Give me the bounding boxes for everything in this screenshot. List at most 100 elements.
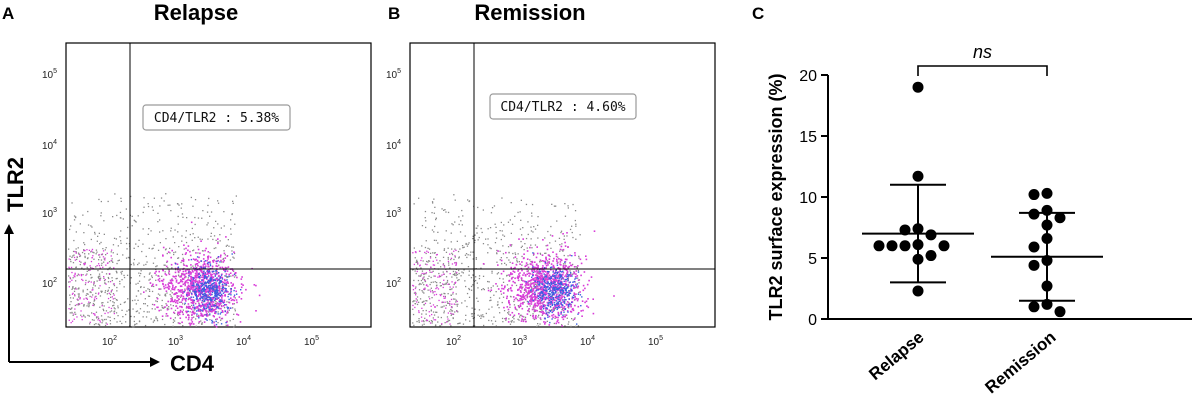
flow-event-dot [561,293,564,295]
flow-event-dot [203,261,206,263]
flow-event-dot [510,278,513,280]
flow-event-dot [506,284,509,286]
flow-event-dot [512,270,515,273]
flow-event-dot [466,305,468,308]
flow-event-dot [465,253,468,255]
flow-event-dot [440,294,442,297]
flow-event-dot [561,295,563,297]
flow-event-dot [191,279,194,281]
flow-event-dot [192,205,194,207]
flow-event-dot [547,292,550,295]
flow-event-dot [525,264,528,267]
flow-event-dot [182,303,184,305]
flow-event-dot [511,244,513,246]
flow-event-dot [81,319,83,321]
flow-event-dot [494,320,497,322]
flow-event-dot [511,262,514,264]
flow-event-dot [192,299,194,301]
flow-event-dot [495,237,498,239]
flow-event-dot [541,293,544,295]
flow-event-dot [449,304,451,306]
flow-event-dot [196,297,198,299]
flow-event-dot [513,300,515,303]
flow-event-dot [467,199,469,201]
flow-event-dot [220,318,223,320]
flow-event-dot [539,302,542,305]
flow-event-dot [206,270,209,272]
flow-event-dot [165,290,168,292]
flow-event-dot [173,253,175,256]
flow-event-dot [549,278,552,281]
flow-event-dot [562,309,565,312]
flow-event-dot [433,231,435,233]
flow-event-dot [231,213,233,215]
flow-event-dot [234,287,236,289]
flow-event-dot [537,216,539,218]
flow-event-dot [180,289,182,291]
flow-event-dot [211,309,214,312]
flow-event-dot [177,267,179,269]
flow-event-dot [415,261,417,263]
flow-event-dot [167,300,169,303]
flow-event-dot [93,323,96,326]
flow-event-dot [192,306,194,309]
flow-event-dot [81,267,83,269]
flow-event-dot [523,301,525,303]
flow-event-dot [216,295,218,297]
flow-event-dot [497,288,500,290]
flow-event-dot [562,291,564,293]
flow-event-dot [151,308,153,310]
flow-event-dot [68,266,70,268]
flow-event-dot [144,303,146,305]
flow-event-dot [570,288,572,291]
flow-event-dot [135,221,137,223]
flow-event-dot [535,304,537,307]
flow-event-dot [518,313,520,315]
flow-event-dot [169,279,172,282]
flow-event-dot [187,288,190,290]
flow-event-dot [492,285,494,287]
panel-a-xtick-3: 103 [168,335,183,348]
flow-event-dot [230,290,232,293]
flow-event-dot [71,288,73,290]
flow-event-dot [78,288,80,290]
flow-event-dot [197,315,199,318]
flow-event-dot [506,295,508,298]
flow-event-dot [203,290,205,292]
flow-event-dot [551,295,554,297]
flow-event-dot [430,309,432,311]
flow-event-dot [213,285,215,287]
flow-event-dot [430,305,432,307]
flow-event-dot [523,280,526,283]
flow-event-dot [173,320,176,322]
flow-event-dot [425,240,427,242]
flow-event-dot [153,197,155,199]
flow-event-dot [435,287,437,290]
flow-event-dot [128,243,131,245]
flow-event-dot [512,316,514,318]
flow-event-dot [240,278,243,280]
flow-event-dot [213,286,216,288]
flow-event-dot [536,295,539,298]
flow-event-dot [456,300,458,303]
flow-event-dot [70,260,72,263]
flow-event-dot [550,225,552,228]
flow-event-dot [424,288,426,290]
flow-event-dot [545,257,547,260]
flow-event-dot [72,250,75,253]
panel-b-xtick-2: 102 [446,335,461,348]
flow-event-dot [537,270,539,272]
flow-event-dot [101,322,103,324]
flow-event-dot [93,300,95,302]
flow-event-dot [207,258,209,260]
flow-event-dot [545,281,547,284]
flow-event-dot [91,312,93,314]
flow-event-dot [519,283,522,286]
flow-event-dot [480,227,482,230]
flow-event-dot [212,260,214,262]
flow-event-dot [181,253,184,256]
flow-event-dot [197,245,199,248]
panel-c-groups [862,81,1103,318]
flow-event-dot [412,285,415,287]
flow-event-dot [487,244,489,246]
